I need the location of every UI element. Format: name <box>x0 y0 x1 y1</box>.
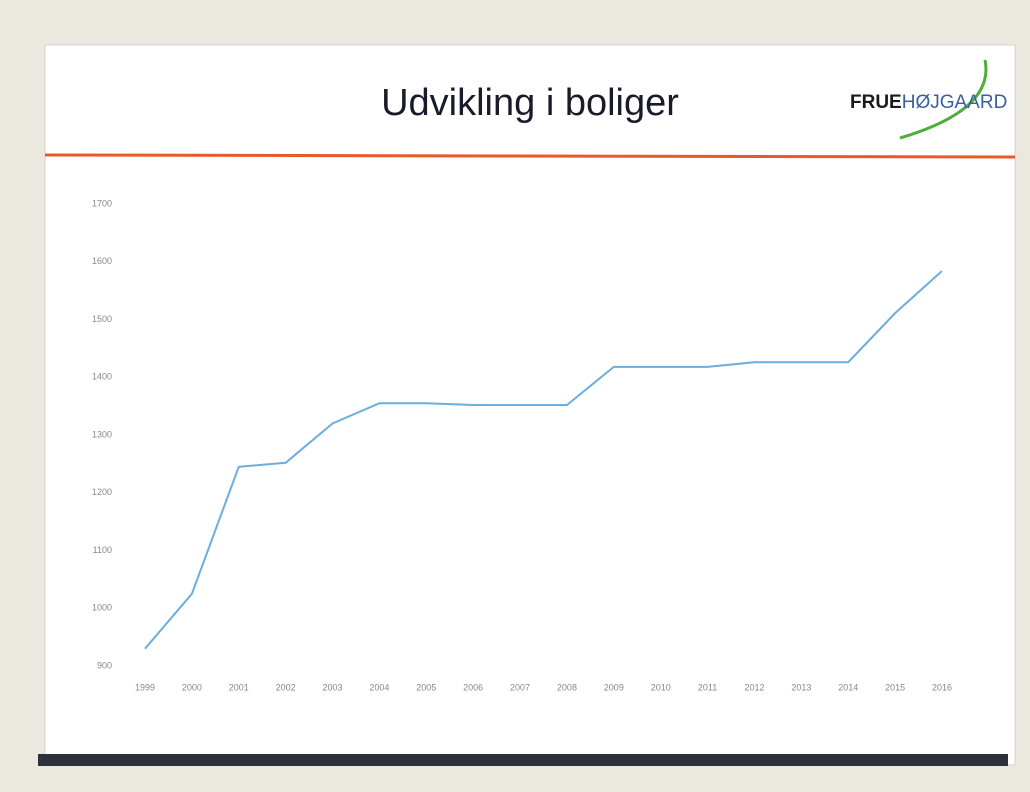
x-tick-label: 2007 <box>510 682 530 692</box>
y-tick-label: 1700 <box>92 198 112 208</box>
x-tick-label: 1999 <box>135 682 155 692</box>
x-tick-label: 2014 <box>838 682 858 692</box>
x-tick-label: 2011 <box>698 682 717 692</box>
x-tick-label: 2000 <box>182 682 202 692</box>
x-tick-label: 2002 <box>276 682 296 692</box>
data-line <box>144 270 943 650</box>
y-tick-label: 1500 <box>92 314 112 324</box>
x-tick-label: 2008 <box>557 682 577 692</box>
x-tick-label: 2006 <box>463 682 483 692</box>
y-tick-label: 1300 <box>92 429 112 439</box>
footer-bar <box>38 754 1008 766</box>
y-tick-label: 1200 <box>92 487 112 497</box>
y-tick-label: 1000 <box>92 603 112 613</box>
x-tick-label: 2013 <box>791 682 811 692</box>
y-tick-label: 1100 <box>93 545 112 555</box>
header-rule <box>44 153 1016 159</box>
x-tick-label: 2003 <box>323 682 343 692</box>
x-tick-label: 2009 <box>604 682 624 692</box>
x-tick-label: 2012 <box>744 682 764 692</box>
x-tick-label: 2015 <box>885 682 905 692</box>
x-tick-label: 2001 <box>229 682 249 692</box>
x-tick-label: 2004 <box>369 682 389 692</box>
logo-part: HØJGAARD <box>902 92 1008 113</box>
logo: FRUEHØJGAARD <box>850 92 1007 113</box>
chart-title: Udvikling i boliger <box>381 82 679 124</box>
y-tick-label: 900 <box>97 660 112 670</box>
x-tick-label: 2016 <box>932 682 952 692</box>
y-tick-label: 1400 <box>92 372 112 382</box>
x-tick-label: 2010 <box>651 682 671 692</box>
logo-swoosh <box>899 59 988 140</box>
logo-part: FRUE <box>850 92 902 113</box>
y-tick-label: 1600 <box>92 256 112 266</box>
x-tick-label: 2005 <box>416 682 436 692</box>
